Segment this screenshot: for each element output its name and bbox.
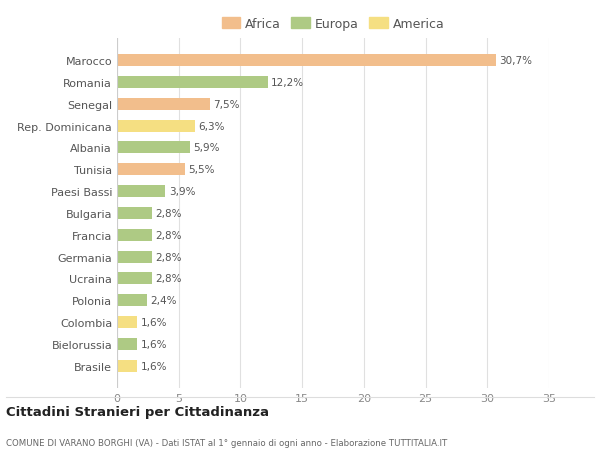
Bar (117, 99, 209, 111)
Text: 2,8%: 2,8% (155, 208, 182, 218)
Text: 2,8%: 2,8% (155, 230, 182, 240)
Bar (117, 273, 152, 285)
Text: 6,3%: 6,3% (199, 121, 225, 131)
Text: 1,6%: 1,6% (140, 361, 167, 371)
Text: COMUNE DI VARANO BORGHI (VA) - Dati ISTAT al 1° gennaio di ogni anno - Elaborazi: COMUNE DI VARANO BORGHI (VA) - Dati ISTA… (6, 438, 447, 447)
Bar (117, 142, 190, 154)
Legend: Africa, Europa, America: Africa, Europa, America (218, 14, 448, 34)
Text: 3,9%: 3,9% (169, 187, 196, 196)
Bar (117, 251, 152, 263)
Text: 2,8%: 2,8% (155, 274, 182, 284)
Text: 1,6%: 1,6% (140, 339, 167, 349)
Text: Cittadini Stranieri per Cittadinanza: Cittadini Stranieri per Cittadinanza (6, 405, 269, 419)
Bar (117, 77, 268, 89)
Bar (117, 295, 146, 307)
Text: 2,8%: 2,8% (155, 252, 182, 262)
Bar (117, 338, 137, 350)
Text: 1,6%: 1,6% (140, 318, 167, 327)
Text: 30,7%: 30,7% (500, 56, 533, 66)
Text: 12,2%: 12,2% (271, 78, 304, 88)
Bar (117, 120, 195, 132)
Bar (117, 316, 137, 328)
Bar (117, 360, 137, 372)
Bar (117, 185, 165, 198)
Text: 5,9%: 5,9% (194, 143, 220, 153)
Bar (117, 55, 496, 67)
Bar (117, 164, 185, 176)
Text: 7,5%: 7,5% (213, 100, 240, 109)
Bar (117, 229, 152, 241)
Text: 5,5%: 5,5% (188, 165, 215, 175)
Bar (117, 207, 152, 219)
Text: 2,4%: 2,4% (151, 296, 177, 306)
